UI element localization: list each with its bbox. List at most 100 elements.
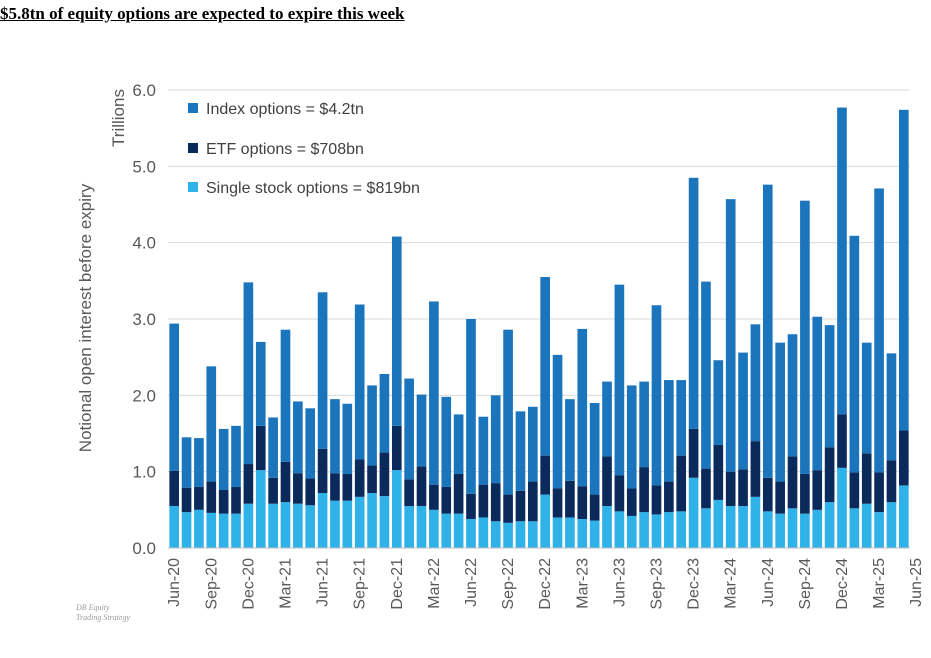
- bar-segment-single: [503, 522, 513, 548]
- bar-segment-etf: [738, 469, 748, 507]
- bar-segment-index: [577, 328, 588, 487]
- x-tick-label: Mar-23: [574, 558, 591, 609]
- bar-segment-index: [429, 301, 439, 485]
- bar-segment-single: [837, 467, 847, 548]
- bar-segment-single: [527, 521, 538, 548]
- bar-segment-index: [738, 352, 748, 470]
- bar-segment-index: [218, 428, 229, 490]
- bar-segment-index: [874, 188, 884, 473]
- bar-segment-index: [206, 366, 217, 482]
- y-axis-ticks: 0.0 1.0 2.0 3.0 4.0 5.0 6.0: [132, 81, 156, 558]
- bar-segment-index: [552, 354, 563, 489]
- legend-label-etf: ETF options = $708bn: [206, 141, 364, 158]
- bar-segment-single: [738, 506, 748, 548]
- bar-segment-single: [181, 512, 192, 548]
- bar-segment-index: [861, 342, 872, 454]
- bar-segment-index: [527, 406, 538, 482]
- bar-segment-etf: [676, 455, 687, 512]
- bar-segment-single: [354, 496, 365, 548]
- bar-segment-etf: [194, 486, 204, 510]
- bar-segment-etf: [429, 484, 439, 510]
- bar-segment-etf: [527, 481, 538, 522]
- x-tick-label: Mar-25: [871, 558, 888, 609]
- bar-segment-single: [342, 500, 353, 548]
- bar-segment-single: [750, 496, 761, 548]
- bar-segment-etf: [503, 494, 513, 523]
- bar-segment-etf: [651, 485, 662, 515]
- bar-segment-etf: [317, 448, 328, 494]
- bar-segment-single: [280, 502, 291, 548]
- bar-segment-single: [664, 512, 674, 548]
- bar-segment-etf: [453, 473, 464, 514]
- y-axis-title: Notional open interest before expiry: [76, 183, 95, 452]
- bar-segment-etf: [379, 452, 390, 497]
- bar-segment-single: [515, 521, 526, 548]
- bar-segment-single: [589, 520, 600, 548]
- bar-segment-single: [787, 508, 798, 548]
- bar-segment-single: [824, 502, 835, 548]
- bar-segment-etf: [812, 470, 823, 510]
- bar-segment-single: [552, 517, 563, 548]
- legend-label-index: Index options = $4.2tn: [206, 101, 364, 118]
- x-tick-label: Dec-24: [834, 558, 851, 610]
- bar-segment-etf: [181, 487, 192, 513]
- bar-segment-etf: [404, 479, 414, 507]
- bar-segment-etf: [243, 464, 254, 504]
- bar-segment-etf: [639, 467, 649, 513]
- y-unit-label: Trillions: [109, 89, 128, 147]
- bar-segment-single: [775, 513, 785, 548]
- legend-label-single: Single stock options = $819bn: [206, 180, 420, 197]
- bar-segment-single: [231, 513, 241, 548]
- bar-segment-single: [762, 511, 773, 548]
- bar-segment-index: [775, 342, 785, 482]
- bars: [169, 107, 909, 548]
- bar-segment-index: [762, 184, 773, 478]
- bar-segment-etf: [898, 430, 909, 486]
- bar-segment-index: [181, 437, 192, 488]
- x-tick-label: Mar-22: [426, 558, 443, 609]
- bar-segment-etf: [478, 484, 489, 518]
- bar-segment-index: [540, 277, 551, 456]
- bar-segment-index: [713, 360, 724, 445]
- bar-segment-single: [429, 509, 439, 548]
- y-tick-label: 4.0: [132, 234, 156, 253]
- bar-segment-index: [725, 199, 736, 472]
- x-tick-label: Jun-21: [315, 558, 332, 607]
- bar-segment-index: [330, 399, 340, 474]
- bar-segment-single: [404, 506, 414, 548]
- bar-segment-single: [812, 509, 823, 548]
- bar-segment-index: [367, 385, 377, 466]
- x-axis-ticks: Jun-20 Sep-20 Dec-20 Mar-21 Jun-21 Sep-21 Dec-…: [166, 558, 925, 610]
- bar-segment-index: [837, 107, 847, 415]
- bar-segment-index: [354, 304, 365, 460]
- bar-segment-single: [614, 511, 625, 548]
- x-tick-label: Dec-23: [686, 558, 703, 610]
- bar-segment-single: [441, 513, 452, 548]
- bar-segment-single: [268, 503, 278, 548]
- bar-segment-single: [861, 503, 872, 548]
- y-tick-label: 0.0: [132, 539, 156, 558]
- bar-segment-single: [305, 505, 316, 548]
- bar-segment-etf: [849, 472, 860, 509]
- bar-segment-single: [602, 506, 612, 548]
- bar-segment-single: [218, 513, 229, 548]
- bar-segment-etf: [169, 470, 180, 507]
- bar-segment-index: [651, 305, 662, 486]
- bar-segment-etf: [775, 481, 785, 514]
- bar-segment-index: [342, 403, 353, 474]
- bar-segment-index: [391, 236, 402, 426]
- bar-segment-single: [651, 514, 662, 548]
- bar-segment-index: [898, 109, 909, 431]
- bar-segment-etf: [305, 478, 316, 506]
- bar-segment-etf: [466, 493, 476, 519]
- bar-segment-etf: [725, 471, 736, 507]
- bar-segment-etf: [589, 494, 600, 521]
- bar-segment-index: [317, 292, 328, 449]
- bar-segment-single: [874, 512, 884, 548]
- bar-segment-index: [255, 341, 266, 426]
- x-tick-label: Jun-23: [611, 558, 628, 607]
- x-tick-label: Dec-21: [389, 558, 406, 610]
- chart-title: $5.8tn of equity options are expected to…: [0, 4, 405, 23]
- bar-segment-etf: [824, 447, 835, 503]
- bar-segment-etf: [354, 459, 365, 497]
